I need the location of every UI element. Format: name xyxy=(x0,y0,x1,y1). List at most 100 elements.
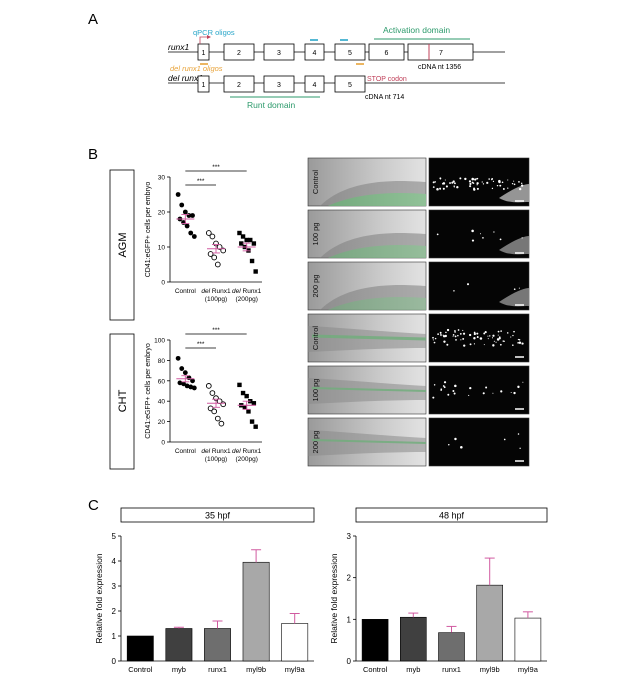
exon-1-label: 1 xyxy=(202,50,206,57)
fluorescent-cell xyxy=(506,332,509,334)
exon-5 xyxy=(334,43,366,61)
fluorescent-cell xyxy=(469,185,472,188)
fluorescent-cell xyxy=(440,389,442,391)
data-point-control xyxy=(179,202,185,208)
fluorescence-image xyxy=(428,313,530,363)
bar-myl9b xyxy=(242,561,270,662)
data-point-200pg xyxy=(237,382,242,388)
bar-myl9a xyxy=(281,623,309,662)
data-point-control xyxy=(191,234,197,239)
start-arrowhead-icon xyxy=(207,35,211,39)
del-oligos-label: del runx1 oligos xyxy=(170,64,223,73)
fluorescent-cell xyxy=(454,182,456,185)
category-label: runx1 xyxy=(208,665,227,674)
exon-3-label: 3 xyxy=(277,50,281,57)
microscopy-panel: Control 100 pg 200 pg Control 100 pg 200 pg xyxy=(307,157,530,467)
category-label: myl9b xyxy=(246,665,266,674)
fluorescent-cell xyxy=(522,381,524,383)
y-axis-label: Relative fold expression xyxy=(329,553,339,644)
del-exon-5 xyxy=(334,75,366,93)
del-exon-4-label: 4 xyxy=(313,82,317,89)
exon-7 xyxy=(407,43,474,61)
agm-region-box xyxy=(109,169,135,321)
fluorescent-cell xyxy=(439,178,442,180)
category-label: del Runx1 xyxy=(232,448,262,455)
fluorescent-cell xyxy=(507,179,509,181)
data-point-200pg xyxy=(240,234,246,239)
image-condition-label: 200 pg xyxy=(311,431,320,454)
fluorescent-cell xyxy=(495,341,497,343)
fluorescent-cell xyxy=(463,344,466,347)
category-label: myb xyxy=(172,665,186,674)
fluorescent-cell xyxy=(468,394,470,397)
fluorescent-cell xyxy=(466,283,470,286)
fluorescent-cell xyxy=(503,438,506,441)
fluorescent-cell xyxy=(497,334,499,336)
fluorescent-cell xyxy=(452,335,454,337)
fluorescent-cell xyxy=(443,381,447,384)
fluorescent-cell xyxy=(444,334,447,338)
fluorescent-cell xyxy=(476,187,479,190)
fluorescent-cell xyxy=(517,338,520,341)
data-point-100pg xyxy=(211,408,218,415)
category-label: (100pg) xyxy=(205,456,227,463)
significance-label: *** xyxy=(212,164,220,171)
image-condition-label: 100 pg xyxy=(311,379,320,402)
fluorescent-cell xyxy=(446,343,449,346)
y-tick-label: 3 xyxy=(347,532,352,541)
fluorescence-image xyxy=(428,365,530,415)
data-point-control xyxy=(177,380,183,386)
fluorescent-cell xyxy=(519,447,521,449)
fluorescent-cell xyxy=(485,386,488,389)
category-label: myb xyxy=(406,665,420,674)
fluorescent-cell xyxy=(456,186,459,189)
y-axis-label: Relative fold expression xyxy=(94,553,104,644)
fluorescent-cell xyxy=(502,188,505,190)
y-tick-label: 1 xyxy=(112,632,117,641)
del-exon-1 xyxy=(197,75,210,93)
fluorescent-cell xyxy=(513,180,515,182)
fluorescent-cell xyxy=(500,330,502,332)
fluorescent-cell xyxy=(487,335,489,337)
start-arrow-icon xyxy=(199,36,209,44)
data-point-control xyxy=(188,384,194,390)
bar-runx1 xyxy=(204,628,231,662)
chart-title-box xyxy=(355,507,548,523)
fluorescent-cell xyxy=(433,341,436,344)
data-point-100pg xyxy=(209,233,216,240)
qpcr-oligos-label: qPCR oligos xyxy=(193,28,235,37)
chart-title: 48 hpf xyxy=(439,511,465,521)
fluorescent-cell xyxy=(460,339,462,341)
fluorescent-cell xyxy=(491,178,493,181)
panel-b: B AGM CHT 0 10 20 30 CD41:eGFP+ cells per em… xyxy=(88,146,530,470)
fluorescent-cell xyxy=(433,384,436,386)
gfp-signal xyxy=(311,439,427,444)
data-point-200pg xyxy=(237,230,242,236)
fluorescent-cell xyxy=(491,337,494,339)
data-point-100pg xyxy=(211,254,218,261)
y-tick-label: 3 xyxy=(112,582,117,591)
fluorescent-cell xyxy=(483,332,486,335)
embryo-shape xyxy=(308,378,426,404)
category-label: myl9a xyxy=(518,665,539,674)
y-tick-label: 30 xyxy=(158,175,166,182)
fluorescent-tail xyxy=(499,288,529,307)
fluorescent-cell xyxy=(437,333,440,336)
del-exon-5-label: 5 xyxy=(348,82,352,89)
image-condition-label: Control xyxy=(311,170,320,195)
fluorescent-cell xyxy=(518,287,520,289)
data-point-100pg xyxy=(207,251,214,257)
fluorescent-cell xyxy=(432,336,434,339)
fluorescent-cell xyxy=(459,332,462,335)
fluorescent-cell xyxy=(469,343,472,346)
del-exon-3-label: 3 xyxy=(277,82,281,89)
fluorescent-cell xyxy=(444,179,446,181)
y-tick-label: 0 xyxy=(347,657,352,666)
category-label: Control xyxy=(128,665,153,674)
del-exon-4 xyxy=(304,75,325,93)
y-tick-label: 100 xyxy=(154,338,165,345)
data-point-control xyxy=(190,213,195,218)
fluorescent-cell xyxy=(500,390,503,393)
y-axis-label: CD41:eGFP+ cells per embryo xyxy=(145,343,152,439)
fluorescent-cell xyxy=(521,237,523,239)
